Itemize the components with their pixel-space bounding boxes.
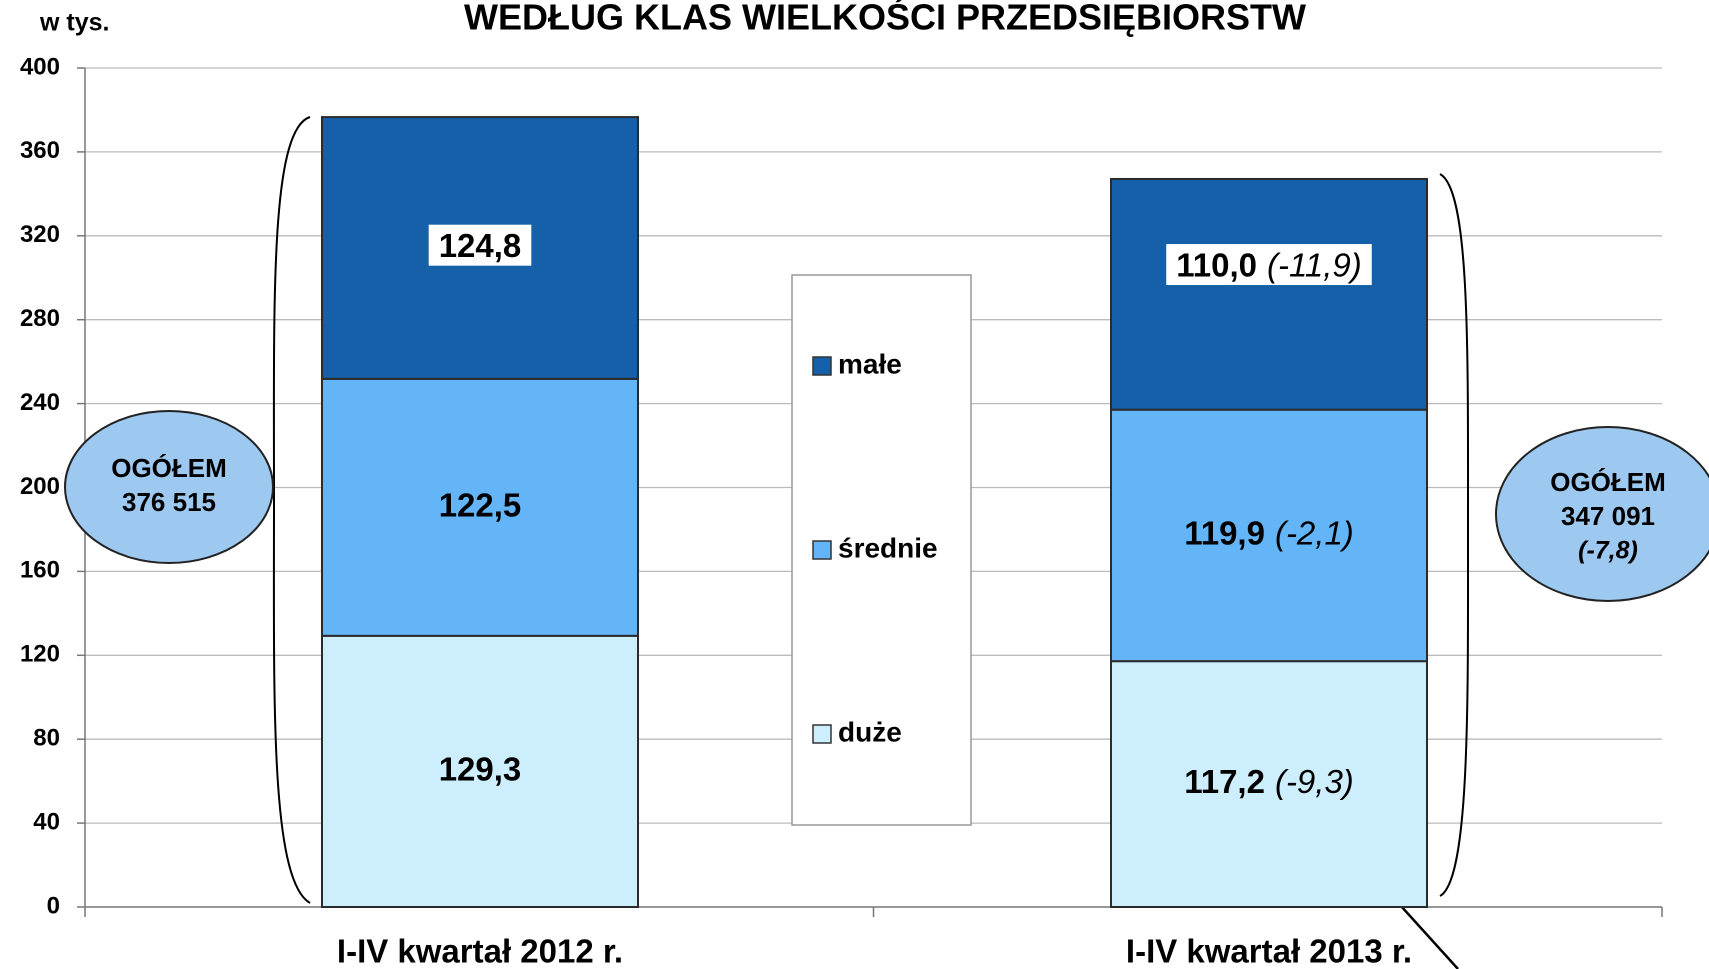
value-label-number: 110,0 <box>1176 246 1257 283</box>
total-label: OGÓŁEM <box>1550 467 1666 497</box>
value-label-number: 119,9 <box>1184 514 1265 551</box>
value-label: 129,3 <box>439 750 522 787</box>
x-tick-label: I-IV kwartał 2013 r. <box>1126 933 1412 969</box>
legend-swatch <box>812 724 832 744</box>
value-label-number: 122,5 <box>439 486 522 523</box>
y-tick-label: 360 <box>20 137 60 164</box>
y-tick-label: 160 <box>20 557 60 584</box>
value-label: 122,5 <box>439 486 522 523</box>
value-label: 110,0 (-11,9) <box>1176 246 1362 283</box>
y-tick-label: 80 <box>33 725 60 752</box>
y-tick-label: 320 <box>20 221 60 248</box>
y-tick-label: 120 <box>20 641 60 668</box>
chart-title: WEDŁUG KLAS WIELKOŚCI PRZEDSIĘBIORSTW <box>464 0 1306 38</box>
bracket <box>1439 173 1470 897</box>
y-tick-label: 280 <box>20 305 60 332</box>
bar-segment <box>1110 408 1428 663</box>
bar-segment <box>321 377 639 637</box>
total-value: 376 515 <box>122 487 216 517</box>
bar-segment <box>1110 660 1428 908</box>
total-ellipse <box>64 410 274 564</box>
legend-label: małe <box>838 348 902 379</box>
total-ellipse <box>1495 426 1709 602</box>
value-label-number: 124,8 <box>439 227 522 264</box>
value-label: 119,9 (-2,1) <box>1184 514 1354 551</box>
legend-label: średnie <box>838 532 938 563</box>
y-tick-label: 40 <box>33 808 60 835</box>
y-axis-label: w tys. <box>39 9 109 37</box>
x-tick-label: I-IV kwartał 2012 r. <box>337 933 623 969</box>
total-change: (-7,8) <box>1578 537 1638 565</box>
legend-swatch <box>812 356 832 376</box>
y-tick-label: 0 <box>47 892 60 919</box>
change-label: (-2,1) <box>1275 514 1354 551</box>
bar-segment <box>321 634 639 909</box>
total-value: 347 091 <box>1561 501 1655 531</box>
total-label: OGÓŁEM <box>111 453 227 483</box>
legend-swatch <box>812 540 832 560</box>
y-tick-label: 240 <box>20 389 60 416</box>
label-box <box>428 224 532 266</box>
label-box <box>1166 244 1372 286</box>
value-label: 117,2 (-9,3) <box>1184 763 1354 800</box>
value-label-number: 117,2 <box>1184 763 1265 800</box>
y-tick-label: 400 <box>20 53 60 80</box>
value-label: 124,8 <box>439 227 522 264</box>
bracket <box>272 116 311 904</box>
change-label: (-9,3) <box>1275 763 1354 800</box>
change-label: (-11,9) <box>1267 246 1362 283</box>
y-tick-label: 200 <box>20 473 60 500</box>
value-label-number: 129,3 <box>439 750 522 787</box>
bar-segment <box>1110 177 1428 411</box>
legend-label: duże <box>838 716 902 747</box>
